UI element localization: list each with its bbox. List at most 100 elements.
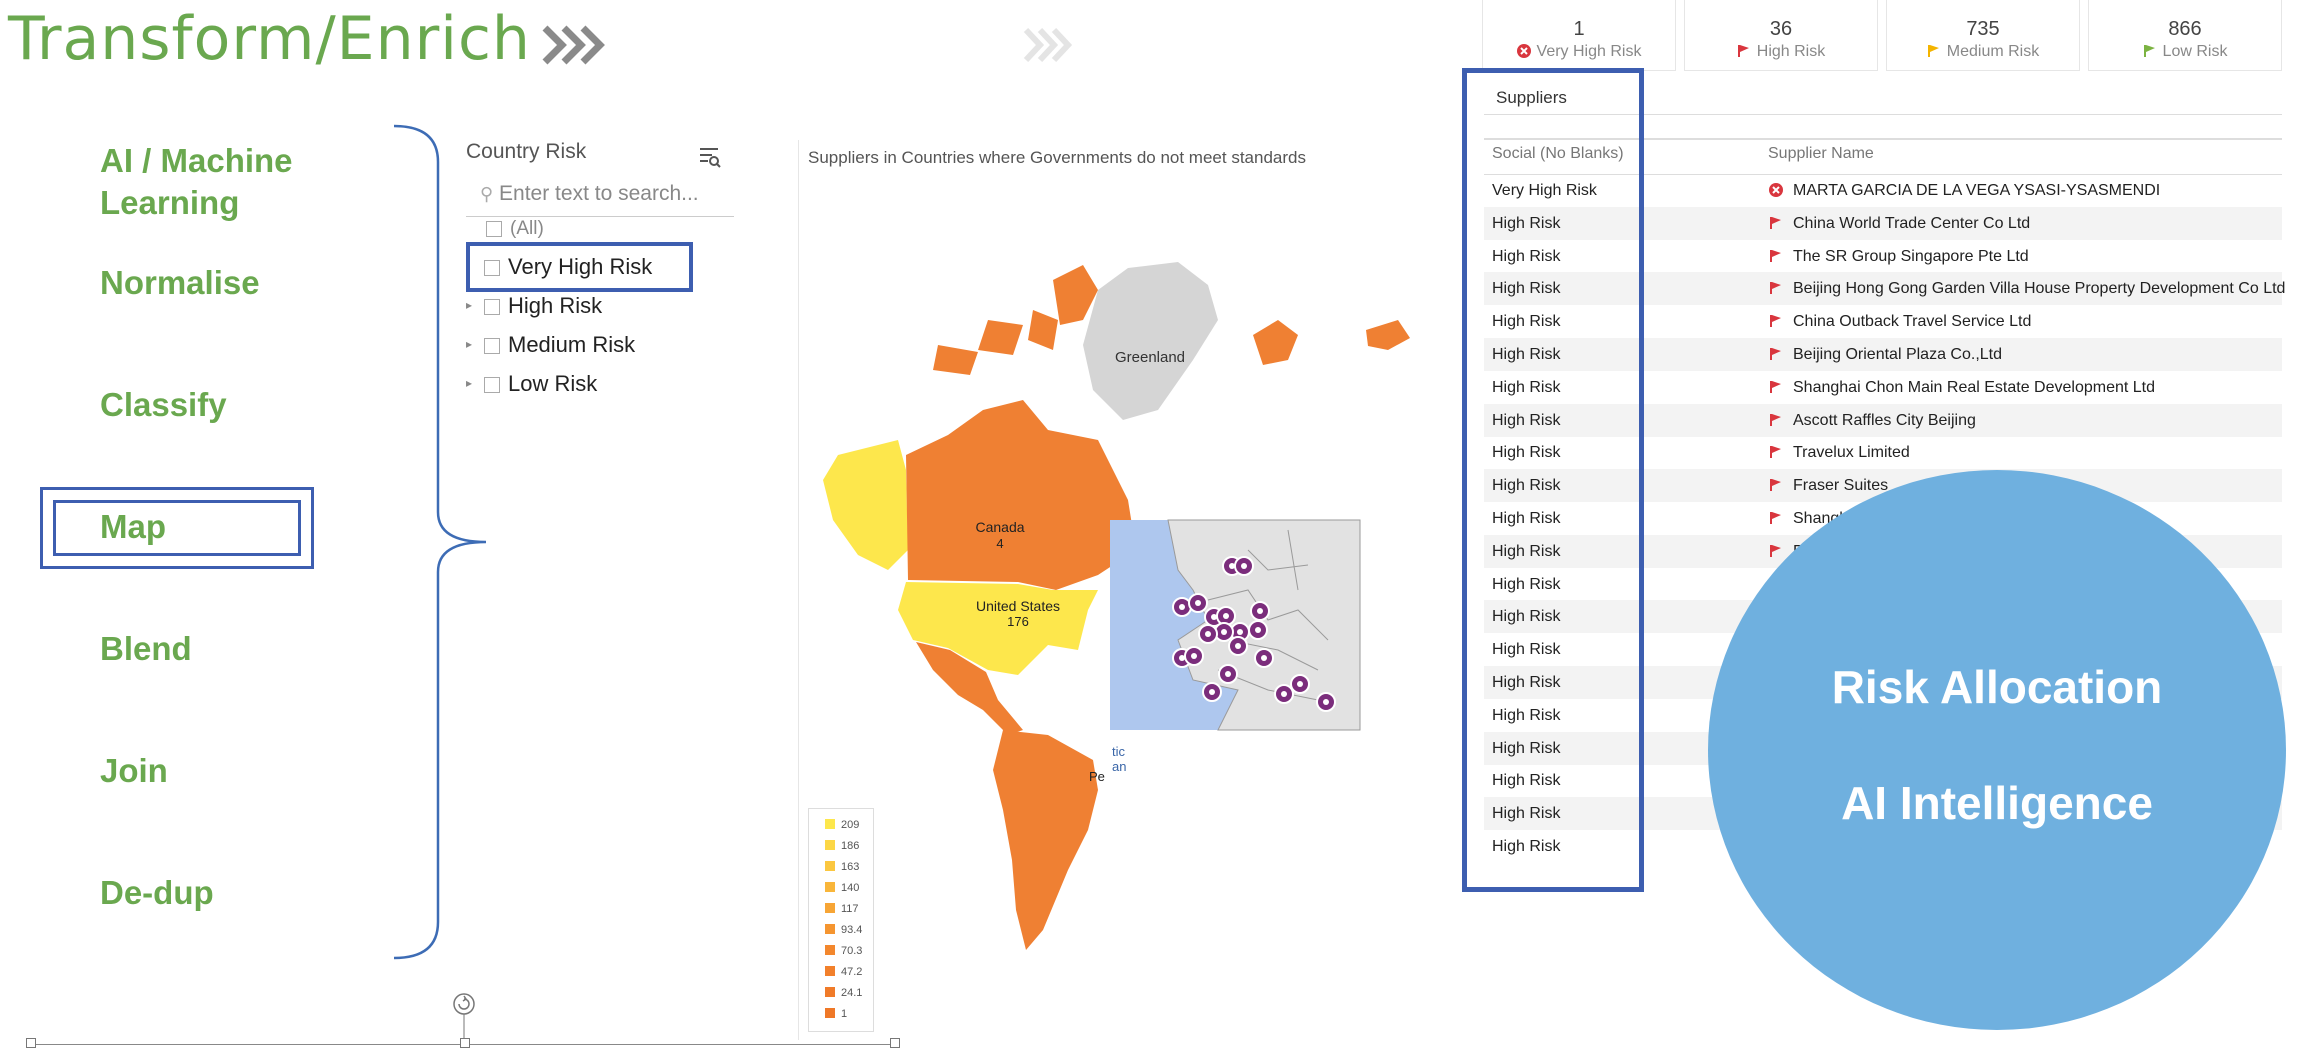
cell-social: High Risk [1492,805,1561,823]
label-tic: tic [1112,744,1126,759]
red-flag-icon [1770,479,1781,492]
norway-shape [1253,320,1298,365]
resize-handle[interactable] [890,1038,900,1048]
map-legend: 209 186 163 140 117 93.4 70.3 47.2 24.1 … [808,808,874,1032]
cell-social: High Risk [1492,214,1561,232]
filter-title: Country Risk [466,140,587,163]
table-row[interactable]: Very High Risk MARTA GARCIA DE LA VEGA YS… [1484,174,2282,207]
europe-inset-borders [1207,529,1329,701]
table-row[interactable]: High Risk Beijing Hong Gong Garden Villa … [1484,272,2285,306]
slide-title: Transform/Enrich [8,4,531,74]
circle-line-1: Risk Allocation [1831,661,2163,713]
table-row[interactable]: High Risk Beijing Oriental Plaza Co.,Ltd [1484,338,2282,371]
very-high-risk-highlight [466,242,693,292]
table-row[interactable]: High Risk [1484,764,2282,797]
green-flag-icon [2143,45,2155,57]
filter-item-low-risk[interactable]: Low Risk [484,371,597,397]
cell-supplier-name: MARTA GARCIA DE LA VEGA YSASI-YSASMENDI [1769,182,2160,200]
usa-shape [898,582,1098,675]
kpi-high-risk[interactable]: 36 High Risk [1684,0,1878,71]
cell-social: High Risk [1492,247,1561,265]
resize-handle[interactable] [460,1038,470,1048]
table-row[interactable]: High Risk [1484,830,2282,863]
label-usa: United States [976,598,1060,614]
table-row[interactable]: High Risk [1484,699,2282,732]
cell-supplier-name: Shanghai Chon Main Real Estate Developme… [1769,379,2155,397]
kpi-label: Medium Risk [1946,43,2040,60]
label-usa-count: 176 [1007,614,1029,629]
kpi-value: 1 [1573,18,1585,40]
supplier-name-text: Fraser Suites [1793,477,1889,495]
curly-brace [393,124,487,960]
filter-settings-icon[interactable] [698,146,722,168]
table-row[interactable]: High Risk China Outback Travel Service Lt… [1484,305,2282,338]
table-row[interactable]: High Risk Travelux Limited [1484,436,2282,469]
legend-item: 140 [825,882,859,894]
cell-social: High Risk [1492,542,1561,560]
supplier-name-text: China Outback Travel Service Ltd [1793,313,2032,331]
iceland-shape [1366,320,1410,350]
cell-social: High Risk [1492,346,1561,363]
legend-item: 186 [825,840,859,852]
table-row[interactable]: High Risk Ascott Raffles City Beijing [1484,403,2282,437]
expand-caret-icon[interactable]: ▸ [466,337,473,351]
resize-handle[interactable] [26,1038,36,1048]
kpi-label: High Risk [1756,43,1826,60]
filter-item-all[interactable]: (All) [486,218,544,240]
red-flag-icon [1770,249,1781,262]
step-de-dup: De-dup [100,874,214,911]
red-flag-icon [1737,45,1749,57]
alaska-shape [823,440,908,570]
supplier-name-text: MARTA GARCIA DE LA VEGA YSASI-YSASMENDI [1793,182,2161,199]
table-row[interactable]: High Risk The SR Group Singapore Pte Ltd [1484,240,2282,273]
cell-social: High Risk [1492,641,1561,659]
cell-social: High Risk [1492,280,1561,298]
kpi-low-risk[interactable]: 866 Low Risk [2088,0,2282,71]
chevron-right-faded-icon [1023,27,1073,63]
table-row[interactable]: High Risk [1484,568,2282,601]
legend-item: 47.2 [825,966,862,978]
expand-caret-icon[interactable]: ▸ [466,376,473,390]
filter-item-very-high-risk[interactable]: Very High Risk [484,254,652,280]
step-normalise: Normalise [100,264,260,301]
table-row[interactable]: High Risk China World Trade Center Co Ltd [1484,206,2282,240]
supplier-name-text: The SR Group Singapore Pte Ltd [1793,247,2029,265]
rotate-handle-icon[interactable] [452,992,476,1038]
kpi-medium-risk[interactable]: 735 Medium Risk [1886,0,2080,71]
kpi-value: 866 [2168,18,2202,40]
cell-social: High Risk [1492,575,1561,593]
column-header-supplier-name[interactable]: Supplier Name [1768,145,1874,162]
table-row[interactable]: High Risk Shanghai Chon Main Real Estate … [1484,371,2282,404]
social-column-highlight [1462,68,1644,892]
world-map[interactable]: Greenland Canada 4 United States 176 tic… [798,170,1478,970]
kpi-label: Very High Risk [1536,43,1642,60]
cell-social: High Risk [1492,313,1561,331]
filter-item-medium-risk[interactable]: Medium Risk [484,332,635,358]
label-pe: Pe [1089,769,1105,784]
label-canada: Canada [975,519,1024,535]
search-placeholder: Enter text to search... [499,182,699,205]
cell-supplier-name: China World Trade Center Co Ltd [1769,215,2030,233]
supplier-name-text: Travelux Limited [1793,444,1910,462]
canada-shape [906,400,1136,590]
table-row[interactable]: High Risk [1484,633,2282,666]
risk-allocation-circle: Risk Allocation AI Intelligence [1708,470,2286,1030]
cell-social: High Risk [1492,838,1561,855]
expand-caret-icon[interactable]: ▸ [466,298,473,312]
label-an: an [1112,759,1126,774]
red-flag-icon [1770,282,1781,295]
x-circle-icon [1516,44,1531,58]
cell-social: High Risk [1492,772,1561,790]
column-header-social[interactable]: Social (No Blanks) [1492,145,1624,162]
yellow-flag-icon [1927,45,1939,57]
red-flag-icon [1770,380,1781,393]
cell-supplier-name: China Outback Travel Service Ltd [1769,313,2031,331]
cell-social: Very High Risk [1492,182,1597,199]
kpi-very-high-risk[interactable]: 1 Very High Risk [1482,0,1676,71]
table-header-bar [1484,80,2282,115]
filter-item-high-risk[interactable]: High Risk [484,293,602,319]
red-flag-icon [1770,315,1781,328]
cell-supplier-name: The SR Group Singapore Pte Ltd [1769,248,2029,266]
red-flag-icon [1770,512,1781,524]
search-input[interactable]: ⚲ Enter text to search... [466,182,734,217]
